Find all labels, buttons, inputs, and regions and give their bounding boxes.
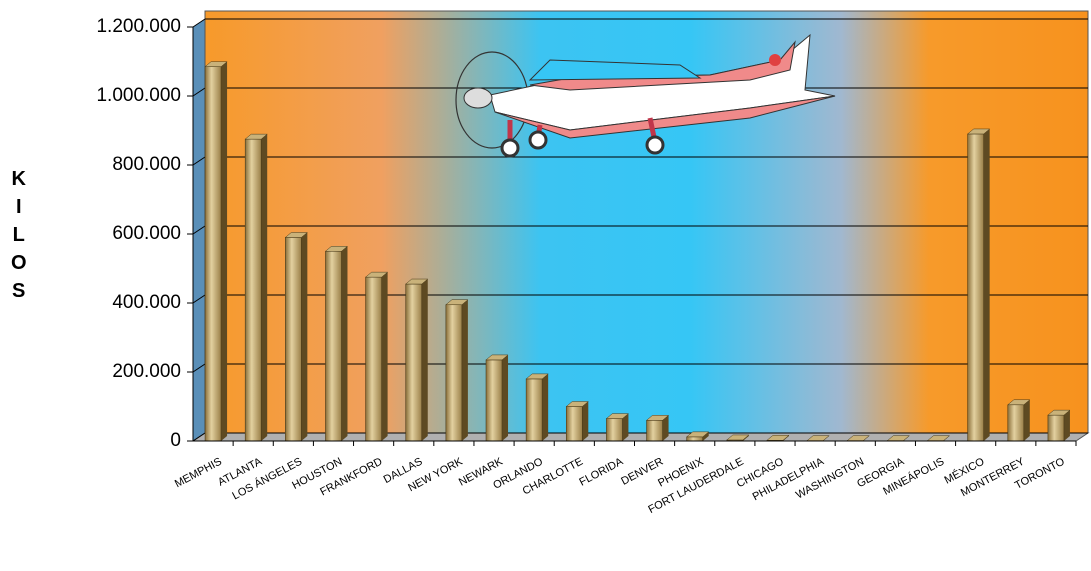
bar-side	[702, 431, 709, 441]
bar-top	[525, 373, 549, 380]
bar-top	[686, 431, 710, 438]
x-tick-label: FLORIDA	[577, 455, 625, 488]
y-tick-label: 400.000	[112, 292, 181, 313]
bar-side	[582, 401, 589, 441]
y-tick-label: 800.000	[112, 154, 181, 175]
bar-top	[565, 401, 589, 407]
y-tick-label: 600.000	[112, 223, 181, 244]
y-tick-label: 1.200.000	[96, 16, 181, 37]
bar-side	[983, 128, 990, 441]
bar	[325, 250, 342, 442]
bar	[565, 406, 583, 442]
bar-top	[405, 278, 429, 285]
grid-line	[192, 156, 206, 166]
bar-top	[244, 133, 268, 140]
bar-side	[1063, 410, 1070, 441]
bar	[485, 359, 503, 442]
bar-side	[1023, 399, 1030, 441]
bar-side	[301, 232, 308, 441]
bar-top	[766, 435, 790, 441]
bar-top	[966, 128, 991, 135]
bar-top	[204, 61, 228, 67]
bar-top	[1047, 409, 1071, 416]
bar	[445, 304, 463, 442]
grid-line	[192, 363, 206, 373]
bar	[405, 283, 423, 442]
x-tick-label: WASHINGTON	[794, 456, 866, 502]
grid-line	[192, 432, 206, 442]
bar	[525, 378, 543, 442]
bar-side	[662, 415, 669, 441]
bars	[204, 61, 1071, 442]
bar-side	[502, 354, 509, 441]
y-tick-label: 0	[170, 430, 181, 451]
bar-top	[1007, 399, 1031, 406]
grid-line	[192, 225, 206, 235]
grid-line	[192, 87, 206, 97]
bar	[285, 237, 302, 442]
bar-side	[421, 279, 428, 441]
bar	[1007, 404, 1025, 442]
bar-top	[445, 299, 469, 305]
bar-side	[341, 246, 348, 441]
y-axis-label: KILOS	[8, 168, 30, 308]
airplane	[455, 33, 836, 158]
bar-top	[364, 271, 389, 278]
bar	[646, 419, 663, 442]
bar-side	[622, 413, 629, 441]
bar	[244, 138, 262, 442]
y-tick-label: 200.000	[112, 361, 181, 382]
bar-side	[221, 61, 228, 442]
bar	[204, 66, 222, 442]
bar	[1047, 414, 1065, 442]
bar	[365, 276, 382, 442]
bar	[967, 133, 984, 442]
grid-line	[192, 18, 206, 28]
bar	[686, 436, 704, 442]
bar-top	[324, 246, 349, 252]
bar	[606, 418, 623, 442]
bar-top	[605, 413, 630, 419]
back-wall	[204, 10, 1089, 434]
bar-side	[461, 299, 468, 441]
bar-top	[485, 354, 509, 361]
bar-top	[726, 434, 750, 441]
bar-side	[261, 134, 268, 441]
bar-side	[542, 373, 549, 441]
x-tick-label: LOS ÁNGELES	[230, 455, 304, 503]
bar-top	[645, 415, 670, 421]
x-tick-label: MEMPHIS	[173, 456, 224, 491]
grid	[192, 18, 1088, 442]
grid-line	[192, 294, 206, 304]
bar-side	[381, 272, 388, 441]
y-tick-label: 1.000.000	[96, 85, 181, 106]
bar-top	[284, 232, 309, 238]
